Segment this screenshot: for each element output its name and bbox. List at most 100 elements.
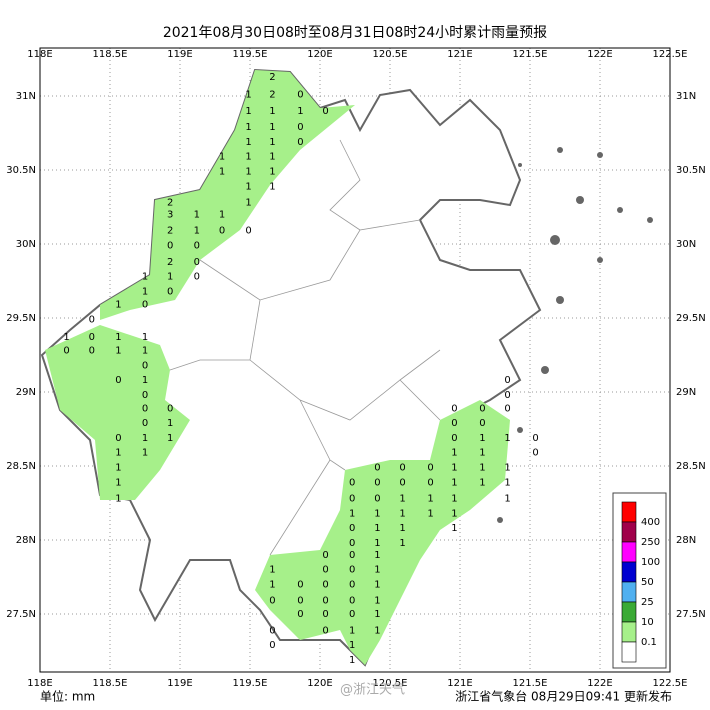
station-value: 1 <box>219 152 225 163</box>
station-value: 0 <box>89 314 95 325</box>
legend-swatch <box>621 501 637 523</box>
island <box>556 296 564 304</box>
station-value: 0 <box>322 579 328 590</box>
station-value: 1 <box>374 550 380 561</box>
island <box>647 217 653 223</box>
station-value: 0 <box>349 579 355 590</box>
station-value: 2 <box>167 198 173 209</box>
station-value: 2 <box>269 90 275 101</box>
station-value: 0 <box>219 226 225 237</box>
station-value: 1 <box>504 494 510 505</box>
station-value: 1 <box>142 433 148 444</box>
lat-tick-label: 28N <box>676 535 696 546</box>
station-value: 0 <box>349 550 355 561</box>
island <box>550 235 560 245</box>
station-value: 0 <box>349 477 355 488</box>
station-value: 0 <box>374 477 380 488</box>
rain-area <box>45 325 190 500</box>
station-value: 1 <box>374 523 380 534</box>
station-value: 0 <box>115 375 121 386</box>
legend: 400 250 100 50 25 10 0.1 <box>612 492 667 669</box>
station-value: 1 <box>479 448 485 459</box>
station-value: 1 <box>142 375 148 386</box>
station-value: 1 <box>427 494 433 505</box>
station-value: 2 <box>269 72 275 83</box>
station-value: 0 <box>451 403 457 414</box>
unit-label: 单位: mm <box>40 689 95 704</box>
station-value: 0 <box>142 360 148 371</box>
rain-areas <box>45 70 510 665</box>
station-value: 0 <box>142 390 148 401</box>
station-value: 1 <box>115 477 121 488</box>
station-value: 0 <box>269 640 275 651</box>
station-value: 1 <box>374 508 380 519</box>
station-value: 1 <box>142 272 148 283</box>
station-value: 1 <box>374 565 380 576</box>
station-value: 1 <box>399 508 405 519</box>
lat-tick-label: 30N <box>676 239 696 250</box>
legend-swatch <box>621 521 637 543</box>
station-value: 1 <box>349 640 355 651</box>
station-value: 1 <box>167 272 173 283</box>
station-value: 0 <box>322 596 328 607</box>
station-value: 0 <box>479 403 485 414</box>
lon-tick-label: 118.5E <box>93 49 128 60</box>
station-value: 1 <box>504 433 510 444</box>
station-value: 0 <box>349 494 355 505</box>
station-value: 1 <box>245 106 251 117</box>
station-value: 0 <box>167 403 173 414</box>
island <box>517 427 523 433</box>
station-value: 0 <box>427 462 433 473</box>
station-value: 1 <box>479 433 485 444</box>
legend-swatch <box>621 541 637 563</box>
station-value: 1 <box>115 300 121 311</box>
station-value: 1 <box>245 137 251 148</box>
station-value: 0 <box>451 433 457 444</box>
lon-tick-label: 118.5E <box>93 678 128 689</box>
station-value: 0 <box>349 523 355 534</box>
station-value: 1 <box>504 477 510 488</box>
lon-tick-label: 122E <box>587 678 612 689</box>
lon-tick-label: 119.5E <box>233 49 268 60</box>
station-value: 0 <box>322 609 328 620</box>
station-value: 0 <box>504 390 510 401</box>
lat-tick-label: 27.5N <box>6 609 36 620</box>
lat-tick-label: 29.5N <box>676 313 706 324</box>
station-value: 1 <box>269 106 275 117</box>
station-value: 1 <box>451 448 457 459</box>
lat-tick-label: 28N <box>16 535 36 546</box>
station-value: 1 <box>167 418 173 429</box>
station-value: 1 <box>115 346 121 357</box>
station-value: 1 <box>399 494 405 505</box>
legend-swatch <box>621 621 637 643</box>
station-value: 3 <box>167 209 173 220</box>
station-value: 0 <box>532 433 538 444</box>
lon-tick-label: 118E <box>27 678 52 689</box>
station-value: 0 <box>89 332 95 343</box>
station-value: 0 <box>142 418 148 429</box>
station-value: 1 <box>349 625 355 636</box>
island <box>576 196 584 204</box>
station-value: 0 <box>374 494 380 505</box>
station-value: 0 <box>451 418 457 429</box>
islands <box>497 147 653 523</box>
station-value: 0 <box>194 240 200 251</box>
rain-area <box>100 70 355 320</box>
station-value: 1 <box>269 122 275 133</box>
station-value: 0 <box>349 596 355 607</box>
lat-tick-label: 28.5N <box>676 461 706 472</box>
lat-tick-label: 31N <box>676 91 696 102</box>
lat-tick-label: 28.5N <box>6 461 36 472</box>
station-value: 1 <box>349 508 355 519</box>
station-value: 0 <box>322 106 328 117</box>
station-value: 0 <box>297 90 303 101</box>
lat-tick-label: 27.5N <box>676 609 706 620</box>
station-value: 0 <box>142 300 148 311</box>
station-value: 0 <box>349 538 355 549</box>
station-value: 1 <box>245 90 251 101</box>
station-value: 1 <box>269 166 275 177</box>
lon-tick-label: 119.5E <box>233 678 268 689</box>
station-value: 0 <box>504 375 510 386</box>
station-value: 1 <box>451 494 457 505</box>
station-value: 0 <box>297 122 303 133</box>
